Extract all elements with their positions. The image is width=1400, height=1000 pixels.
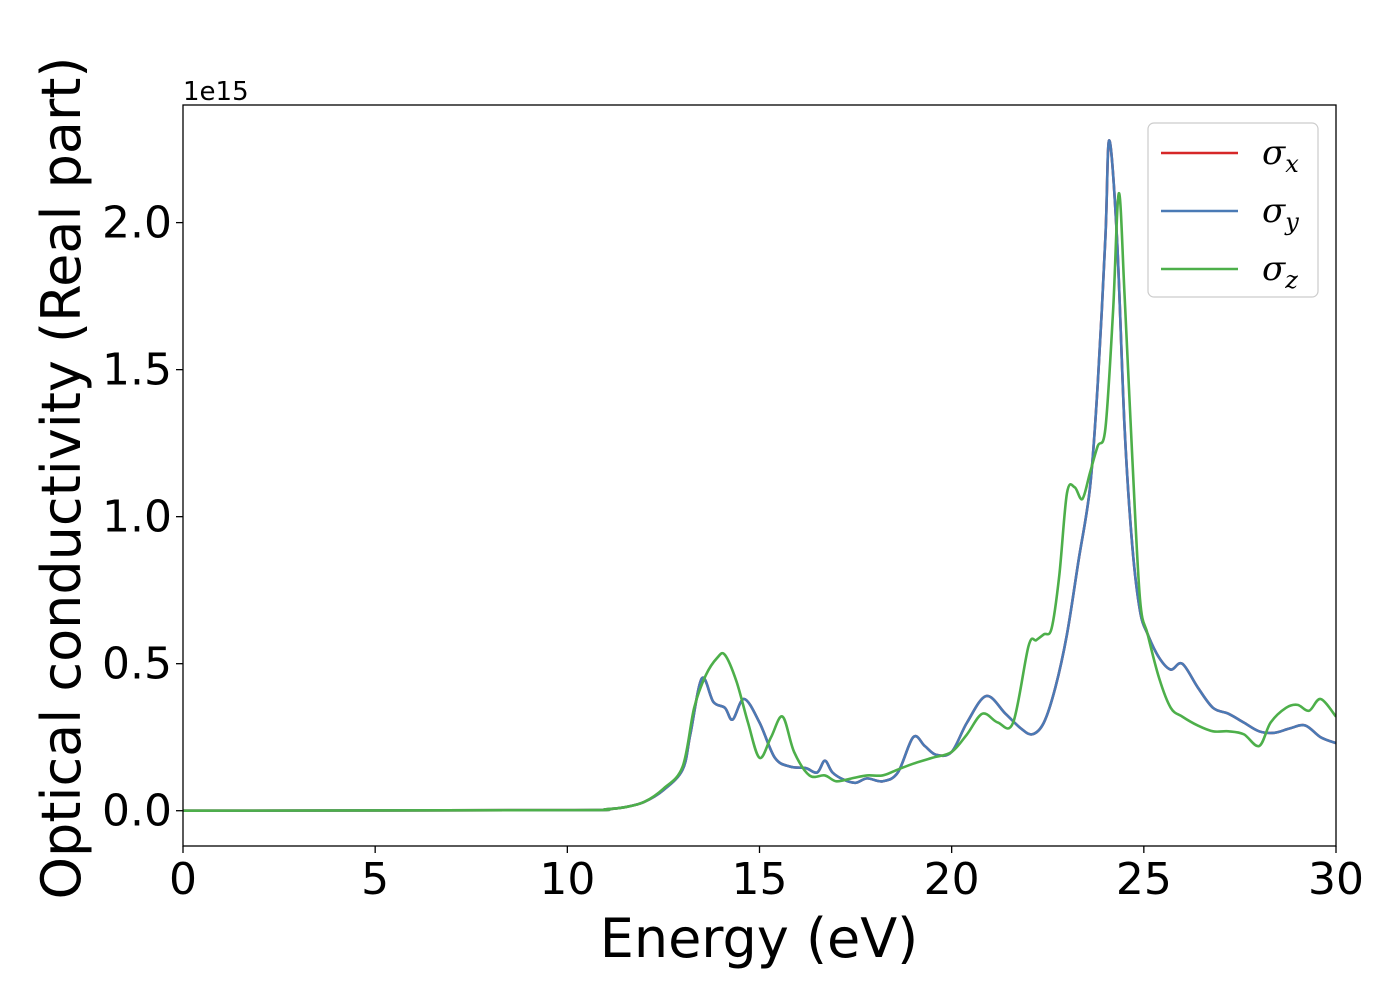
y-tick-label: 1.5: [102, 345, 172, 396]
x-axis-title: Energy (eV): [600, 907, 919, 970]
legend-subscript: z: [1284, 266, 1298, 294]
legend-label-sigma-y: σy: [1262, 191, 1299, 236]
legend-subscript: x: [1285, 150, 1299, 178]
x-tick-label: 20: [924, 854, 980, 905]
series-line-sigma-y: [183, 138, 1336, 813]
y-tick-label: 0.0: [102, 786, 172, 837]
x-tick-label: 15: [732, 854, 788, 905]
series-line-sigma-z: [183, 191, 1336, 813]
x-tick-label: 10: [539, 854, 595, 905]
x-tick-label: 5: [361, 854, 389, 905]
y-axis: 0.0 0.5 1.0 1.5 2.0: [102, 198, 183, 837]
y-tick-label: 2.0: [102, 198, 172, 249]
x-tick-label: 30: [1308, 854, 1364, 905]
y-tick-label: 1.0: [102, 492, 172, 543]
x-tick-label: 0: [169, 854, 197, 905]
legend-symbol: σ: [1262, 249, 1286, 289]
y-offset-label: 1e15: [183, 77, 249, 107]
x-axis: 0 5 10 15 20 25 30: [169, 846, 1364, 905]
y-tick-label: 0.5: [102, 639, 172, 690]
legend-label-sigma-z: σz: [1262, 249, 1298, 294]
legend-symbol: σ: [1262, 133, 1286, 173]
legend-label-sigma-x: σx: [1262, 133, 1299, 178]
legend-subscript: y: [1284, 208, 1299, 236]
x-tick-label: 25: [1116, 854, 1172, 905]
series-layer: [183, 138, 1336, 813]
legend-symbol: σ: [1262, 191, 1286, 231]
y-axis-title: Optical conductivity (Real part): [30, 57, 93, 900]
